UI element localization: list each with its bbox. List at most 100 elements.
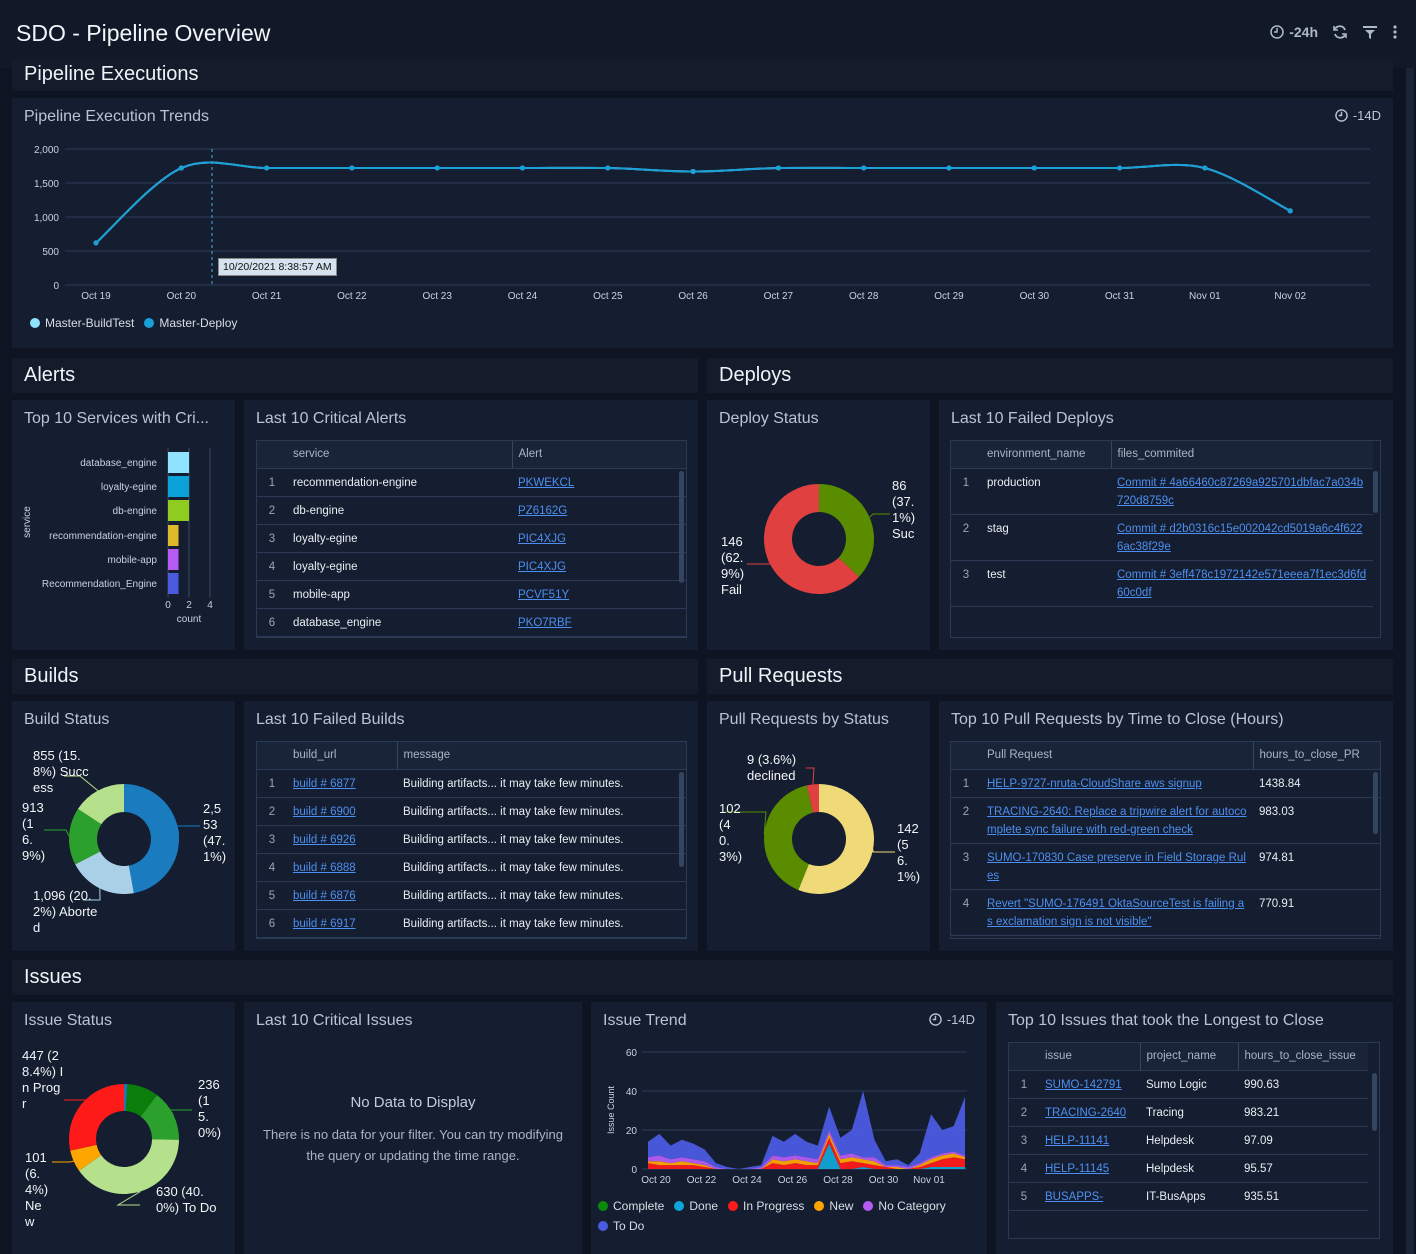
build-slice-label: 1,096 (20.2%) Aborted [33,888,98,935]
column-header[interactable]: Alert [511,441,686,469]
column-header[interactable]: hours_to_close_issue [1237,1043,1368,1071]
table-cell: IT-BusApps [1140,1182,1238,1211]
row-index: 1 [257,468,287,497]
pr-slice-label: 142 (56.1%) [897,821,921,884]
cell-link[interactable]: PIC4XJG [518,532,566,545]
column-header[interactable]: issue [1039,1043,1140,1071]
deploy-slice-label: 146 (62.9%) Fail [721,534,745,597]
cell-link[interactable]: Commit # 4a66460c87269a925701dbfac7a034b… [1117,476,1364,507]
column-header[interactable]: service [287,441,512,469]
cell-link[interactable]: HELP-9727-nruta-CloudShare aws signup [987,777,1202,790]
cell-link[interactable]: build # 6876 [293,889,356,902]
column-header[interactable]: project_name [1139,1043,1238,1071]
table-header: environment_name files_commited [951,441,1373,469]
table-cell: HELP-11141 [1039,1126,1140,1155]
legend-item[interactable]: Done [674,1199,718,1213]
column-header[interactable]: Pull Request [981,742,1253,770]
table-row: 3 test Commit # 3eff478c1972142e571eeea7f1… [951,560,1373,607]
cell-link[interactable]: Commit # 3eff478c1972142e571eeea7f1ec3d6… [1117,568,1367,599]
table-cell: PIC4XJG [512,552,686,581]
column-header[interactable]: build_url [287,742,397,770]
legend-dot-icon [674,1201,685,1211]
cell-link[interactable]: PZ6162G [518,504,568,517]
table-row: 2 build # 6900 Building artifacts... it ma… [257,797,686,826]
table-cell: 983.21 [1238,1098,1368,1127]
critical-alerts-table: service Alert 1 recommendation-engine PKWEKC… [256,440,687,638]
table-scrollbar[interactable] [679,471,684,583]
time-range-button[interactable]: -24h [1270,24,1318,40]
legend-item[interactable]: To Do [598,1219,644,1233]
legend-item[interactable]: Master-Deploy [144,316,237,330]
more-vertical-icon[interactable] [1392,24,1398,40]
table-cell: Building artifacts... it may take few mi… [397,909,686,938]
x-tick-label: Oct 29 [934,291,964,302]
row-index: 3 [257,524,287,553]
cell-link[interactable]: build # 6877 [293,777,356,790]
table-cell: Sumo Logic [1140,1070,1238,1099]
row-index: 1 [951,468,981,515]
cell-link[interactable]: TRACING-2640 [1045,1106,1127,1119]
data-point [1287,208,1293,214]
cell-link[interactable]: build # 6888 [293,861,356,874]
panel-title: Pull Requests by Status [719,711,889,728]
row-index: 3 [951,560,981,607]
legend-label: No Category [878,1199,946,1213]
table-row: 1 build # 6877 Building artifacts... it ma… [257,769,686,798]
table-scrollbar[interactable] [1373,471,1378,513]
cell-link[interactable]: Revert "SUMO-176491 OktaSourceTest is fa… [987,897,1245,928]
legend-item[interactable]: Complete [598,1199,664,1213]
x-tick-label: Oct 26 [678,291,708,302]
data-point [861,165,867,171]
column-header[interactable]: message [396,742,686,770]
table-cell: TRACING-2640: Replace a tripwire alert f… [981,797,1253,844]
cell-link[interactable]: TRACING-2640: Replace a tripwire alert f… [987,805,1247,836]
table-scrollbar[interactable] [1373,772,1378,834]
cell-link[interactable]: build # 6926 [293,833,356,846]
y-tick-label: 1,500 [34,179,59,190]
cell-link[interactable]: build # 6917 [293,917,356,930]
table-cell: PIC4XJG [512,524,686,553]
cell-link[interactable]: PCVF51Y [518,588,570,601]
column-header[interactable]: hours_to_close_PR [1252,742,1380,770]
cell-link[interactable]: build # 6900 [293,805,356,818]
table-row: 3 loyalty-egine PIC4XJG [257,524,686,553]
series-line [95,161,1291,244]
cell-link[interactable]: SUMO-142791 [1045,1078,1122,1091]
table-scrollbar[interactable] [1372,1073,1377,1131]
cell-link[interactable]: PKWEKCL [518,476,575,489]
x-tick-label: Nov 01 [1189,291,1221,302]
column-header[interactable]: environment_name [981,441,1111,469]
row-index: 3 [951,843,981,890]
row-index: 6 [257,608,287,637]
legend-item[interactable]: In Progress [728,1199,804,1213]
toolbar: -24h [1270,24,1398,40]
pipeline-trend-chart: 0 500 1,000 1,500 2,000 Oct 19 Oct 20 Oct 21 Oct… [34,145,1370,302]
cell-link[interactable]: Commit # d2b0316c15e002042cd5019a6c4f622… [1117,522,1363,553]
cell-link[interactable]: BUSAPPS- [1045,1190,1104,1203]
table-cell: test [981,560,1111,607]
cell-link[interactable]: HELP-11145 [1045,1162,1110,1175]
page-scrollbar[interactable] [1406,68,1414,1254]
table-cell: db-engine [287,496,512,525]
row-index: 2 [257,797,287,826]
cell-link[interactable]: SUMO-170830 Case preserve in Field Stora… [987,851,1246,882]
refresh-icon[interactable] [1332,24,1348,40]
row-index: 2 [951,797,981,844]
cell-link[interactable]: HELP-11141 [1045,1134,1110,1147]
legend-dot-icon [144,318,155,328]
cell-link[interactable]: PIC4XJG [518,560,566,573]
clock-icon [1270,25,1284,39]
legend-item[interactable]: New [814,1199,853,1213]
filter-icon[interactable] [1362,24,1378,40]
legend-item[interactable]: Master-BuildTest [30,316,134,330]
row-index: 4 [1009,1154,1039,1183]
table-cell: 770.91 [1253,889,1380,936]
table-scrollbar[interactable] [679,772,684,867]
legend-item[interactable]: No Category [863,1199,946,1213]
column-header[interactable]: files_commited [1110,441,1373,469]
table-cell: HELP-11145 [1039,1154,1140,1183]
cell-link[interactable]: PKO7RBF [518,616,572,629]
panel-pipeline-trends: Pipeline Execution Trends -14D [12,98,1393,348]
pr-close-table: Pull Request hours_to_close_PR 1 HELP-9727-… [950,741,1381,939]
table-row: 2 TRACING-2640 Tracing 983.21 [1009,1098,1368,1127]
